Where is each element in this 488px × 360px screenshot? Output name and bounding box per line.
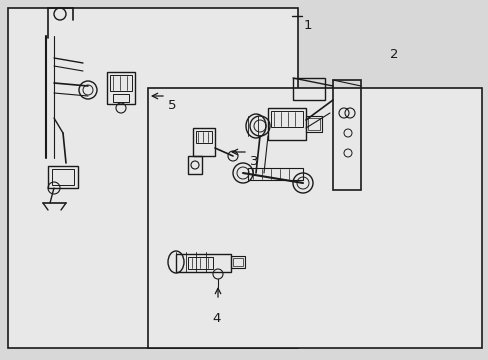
Bar: [307, 118, 319, 130]
Text: 3: 3: [249, 155, 258, 168]
Bar: [267, 108, 305, 140]
Bar: [232, 258, 243, 266]
Text: 2: 2: [389, 48, 398, 61]
Text: 5: 5: [168, 99, 176, 112]
Text: 1: 1: [304, 19, 312, 32]
Bar: [113, 94, 129, 102]
Bar: [230, 256, 244, 268]
Bar: [292, 78, 325, 100]
Bar: [305, 116, 321, 132]
Bar: [48, 166, 78, 188]
Bar: [187, 257, 213, 269]
Bar: [148, 88, 481, 348]
Bar: [107, 72, 135, 104]
Bar: [187, 156, 202, 174]
Bar: [8, 8, 297, 348]
Bar: [196, 131, 212, 143]
Bar: [176, 254, 230, 272]
Bar: [193, 128, 215, 156]
Bar: [332, 80, 360, 190]
Bar: [110, 75, 132, 91]
Text: 4: 4: [212, 312, 220, 325]
Bar: [247, 168, 303, 180]
Bar: [270, 111, 303, 127]
Bar: [52, 169, 74, 185]
